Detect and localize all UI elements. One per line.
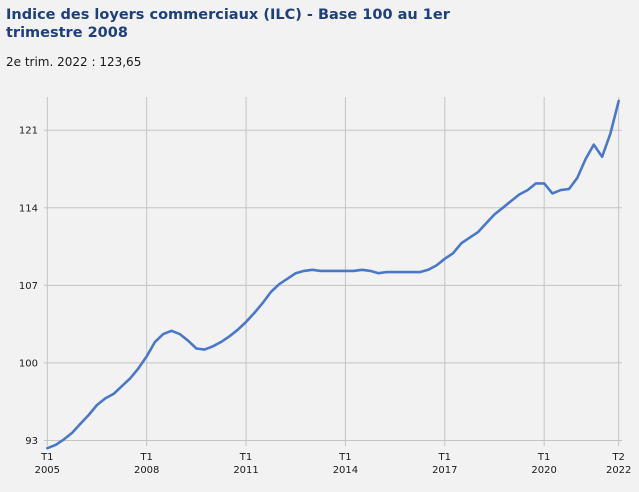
x-tick-label: T1 2020: [531, 452, 556, 476]
x-tick-label: T1 2017: [432, 452, 457, 476]
y-tick-label: 93: [25, 436, 38, 447]
chart-title: Indice des loyers commerciaux (ILC) - Ba…: [6, 7, 450, 41]
y-tick-label: 114: [19, 203, 38, 214]
y-tick-label: 107: [19, 281, 38, 292]
x-tick-label: T1 2008: [134, 452, 159, 476]
y-tick-label: 121: [19, 126, 38, 137]
y-axis-ticks: 93 100 107 114 121: [19, 126, 38, 447]
x-tick-label: T1 2011: [233, 452, 258, 476]
series-line: [46, 99, 620, 450]
x-axis-ticks: T1 2005 T1 2008 T1 2011 T1 2014 T1 2017 T1 2020 T2 20…: [35, 452, 632, 476]
x-tick-label: T2 2022: [606, 452, 631, 476]
y-tick-label: 100: [19, 358, 38, 369]
chart-subtitle: 2e trim. 2022 : 123,65: [6, 55, 142, 69]
series-layer: [46, 99, 620, 450]
x-tick-label: T1 2014: [333, 452, 358, 476]
x-tick-label: T1 2005: [35, 452, 60, 476]
